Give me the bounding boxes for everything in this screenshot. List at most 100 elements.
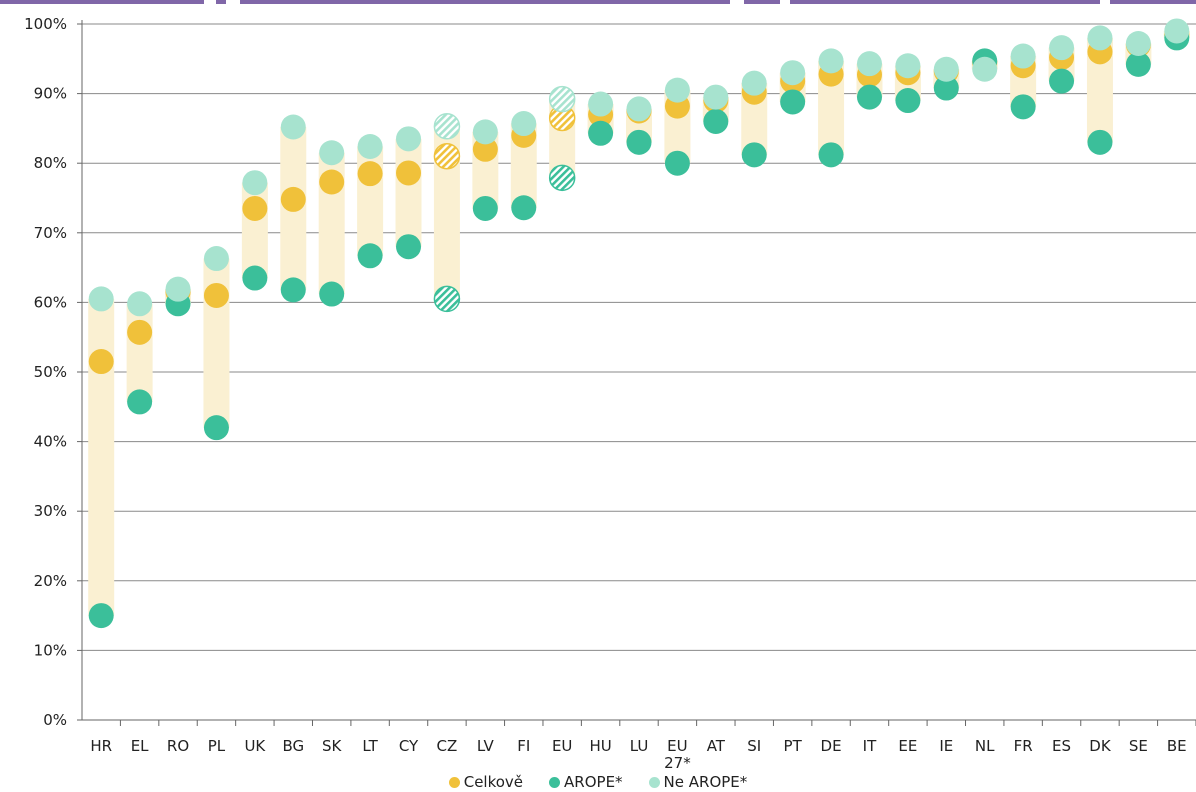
point-arope bbox=[818, 142, 844, 168]
x-tick-label: LV bbox=[477, 737, 495, 755]
point-arope bbox=[895, 88, 921, 114]
point-ne-arope bbox=[741, 70, 767, 96]
point-ne-arope bbox=[1010, 43, 1036, 69]
point-ne-arope bbox=[127, 291, 153, 317]
top-band-segment bbox=[790, 0, 1100, 4]
y-tick-label: 0% bbox=[43, 711, 67, 729]
point-arope bbox=[741, 142, 767, 168]
point-ne-arope bbox=[780, 60, 806, 86]
point-ne-arope bbox=[703, 84, 729, 110]
point-ne-arope bbox=[1049, 35, 1075, 61]
x-tick-label: BG bbox=[282, 737, 304, 755]
point-arope bbox=[203, 415, 229, 441]
point-arope bbox=[548, 164, 576, 192]
top-band-segment bbox=[216, 0, 226, 4]
point-ne-arope bbox=[396, 126, 422, 152]
point-celkove bbox=[242, 195, 268, 221]
top-band-segment bbox=[240, 0, 730, 4]
point-ne-arope bbox=[203, 246, 229, 272]
x-tick-label: PT bbox=[784, 737, 803, 755]
legend-item-celkove: Celkově bbox=[448, 773, 524, 791]
x-tick-label: AT bbox=[707, 737, 726, 755]
legend-marker-celkove bbox=[448, 776, 460, 788]
point-arope bbox=[588, 120, 614, 146]
x-tick-label: IE bbox=[939, 737, 953, 755]
point-celkove bbox=[357, 161, 383, 187]
point-arope bbox=[511, 195, 537, 221]
point-celkove bbox=[433, 142, 461, 170]
x-tick-label: DK bbox=[1089, 737, 1112, 755]
point-ne-arope bbox=[972, 56, 998, 82]
x-tick-label: IT bbox=[863, 737, 877, 755]
y-tick-label: 40% bbox=[34, 433, 67, 451]
x-tick-label: CY bbox=[399, 737, 419, 755]
y-tick-label: 20% bbox=[34, 572, 67, 590]
top-band-segment bbox=[0, 0, 204, 4]
legend-item-ne-arope: Ne AROPE* bbox=[648, 773, 748, 791]
point-ne-arope bbox=[895, 53, 921, 79]
point-ne-arope bbox=[165, 276, 191, 302]
point-ne-arope bbox=[856, 51, 882, 77]
x-tick-label: HU bbox=[589, 737, 611, 755]
point-ne-arope bbox=[933, 56, 959, 82]
x-tick-label: FR bbox=[1014, 737, 1033, 755]
point-arope bbox=[703, 108, 729, 134]
x-tick-label: SK bbox=[322, 737, 343, 755]
top-band-segment bbox=[744, 0, 780, 4]
top-band bbox=[0, 0, 1196, 4]
x-tick-label: EL bbox=[131, 737, 149, 755]
point-arope bbox=[626, 129, 652, 155]
point-arope bbox=[319, 281, 345, 307]
point-arope bbox=[242, 265, 268, 291]
point-arope bbox=[664, 150, 690, 176]
range-band bbox=[395, 138, 422, 247]
x-tick-label: NL bbox=[975, 737, 995, 755]
point-ne-arope bbox=[548, 85, 576, 113]
x-tick-label: UK bbox=[244, 737, 266, 755]
y-tick-label: 60% bbox=[34, 293, 67, 311]
point-ne-arope bbox=[588, 91, 614, 117]
point-arope bbox=[1087, 129, 1113, 155]
x-tick-label: RO bbox=[167, 737, 189, 755]
point-celkove bbox=[472, 136, 498, 162]
x-tick-label: CZ bbox=[437, 737, 458, 755]
point-ne-arope bbox=[626, 96, 652, 122]
point-arope bbox=[1049, 68, 1075, 94]
legend-item-arope: AROPE* bbox=[549, 773, 623, 791]
point-arope bbox=[357, 243, 383, 269]
point-arope bbox=[856, 84, 882, 110]
legend-label-arope: AROPE* bbox=[564, 773, 623, 791]
point-ne-arope bbox=[1125, 30, 1151, 56]
legend-marker-arope bbox=[549, 776, 561, 788]
x-tick-label: BE bbox=[1167, 737, 1187, 755]
point-arope bbox=[280, 277, 306, 303]
x-tick-label: LU bbox=[630, 737, 649, 755]
point-arope bbox=[780, 89, 806, 115]
top-band-segment bbox=[1110, 0, 1196, 4]
point-arope bbox=[127, 389, 153, 415]
point-ne-arope bbox=[280, 114, 306, 140]
x-tick-label: DE bbox=[821, 737, 842, 755]
point-ne-arope bbox=[1087, 25, 1113, 51]
point-celkove bbox=[127, 319, 153, 345]
y-tick-label: 50% bbox=[34, 363, 67, 381]
point-ne-arope bbox=[664, 77, 690, 103]
x-tick-label: SI bbox=[747, 737, 761, 755]
point-arope bbox=[933, 75, 959, 101]
legend-label-celkove: Celkově bbox=[463, 773, 524, 791]
point-ne-arope bbox=[319, 140, 345, 166]
range-band bbox=[126, 303, 153, 402]
x-tick-label: EE bbox=[898, 737, 917, 755]
point-arope bbox=[1010, 94, 1036, 120]
point-arope bbox=[1125, 51, 1151, 77]
x-tick-label: LT bbox=[362, 737, 378, 755]
point-celkove bbox=[319, 169, 345, 195]
legend-label-ne-arope: Ne AROPE* bbox=[663, 773, 748, 791]
y-tick-label: 100% bbox=[24, 15, 67, 33]
y-tick-label: 90% bbox=[34, 85, 67, 103]
point-arope bbox=[472, 195, 498, 221]
legend-marker-ne-arope bbox=[648, 776, 660, 788]
point-ne-arope bbox=[433, 113, 461, 140]
point-ne-arope bbox=[472, 119, 498, 145]
